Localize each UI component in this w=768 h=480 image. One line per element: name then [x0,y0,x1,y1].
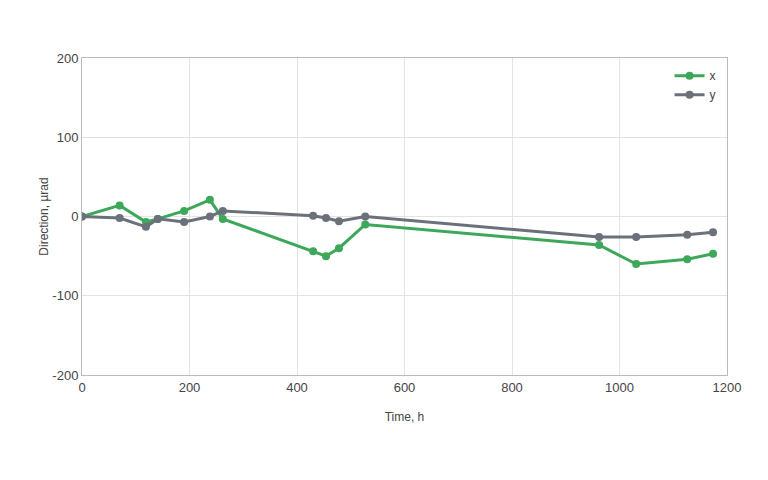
svg-text:-100: -100 [52,288,78,303]
svg-text:x: x [710,69,716,83]
svg-text:800: 800 [501,380,523,395]
svg-text:1200: 1200 [713,380,742,395]
svg-text:Direction, µrad: Direction, µrad [37,177,51,255]
svg-text:100: 100 [57,130,79,145]
svg-text:0: 0 [78,380,85,395]
svg-text:Time, h: Time, h [385,410,425,424]
svg-text:0: 0 [71,209,78,224]
svg-text:400: 400 [286,380,308,395]
svg-text:200: 200 [179,380,201,395]
svg-text:y: y [710,88,716,102]
svg-text:1000: 1000 [605,380,634,395]
svg-text:600: 600 [394,380,416,395]
svg-text:-200: -200 [52,368,78,383]
svg-text:200: 200 [57,51,79,66]
